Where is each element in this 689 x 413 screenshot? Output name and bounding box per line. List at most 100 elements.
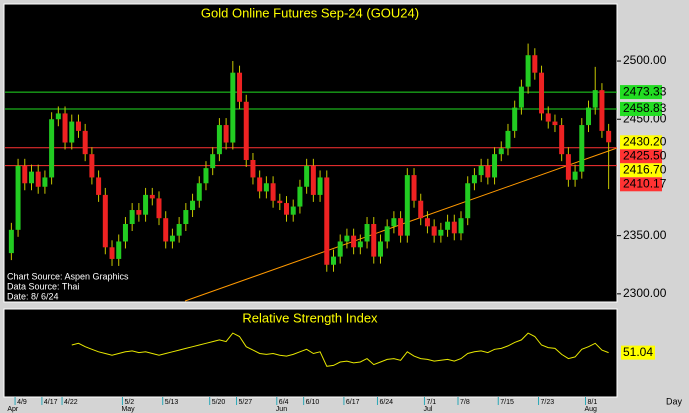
candle-body [190, 200, 196, 211]
candle-body [96, 177, 102, 195]
candle-body [545, 113, 551, 122]
candle-body [116, 241, 122, 259]
candle-body [129, 210, 135, 225]
candle-body [451, 221, 457, 234]
candle-body [518, 86, 524, 108]
x-tick-label: 7/23 [541, 399, 555, 406]
candle-body [512, 107, 518, 131]
candle-body [203, 168, 209, 184]
candle-body [15, 165, 21, 230]
candle-body [344, 235, 350, 242]
candle-body [377, 241, 383, 257]
candle-body [398, 218, 404, 236]
candle-body [250, 159, 256, 178]
candle-body [579, 125, 585, 172]
level-label: 2410.17 [623, 176, 667, 190]
candle-body [324, 177, 330, 265]
x-tick-label: 6/10 [306, 399, 320, 406]
rsi-title: Relative Strength Index [242, 310, 378, 325]
month-label: Jun [276, 406, 287, 413]
x-tick-label: 5/27 [239, 399, 253, 406]
candle-body [109, 247, 115, 259]
candle-body [243, 101, 249, 160]
x-tick-label: 5/2 [124, 399, 134, 406]
candle-body [290, 206, 296, 215]
candle-body [492, 154, 498, 178]
x-tick-label: 5/20 [212, 399, 226, 406]
candle-body [8, 229, 14, 254]
candle-body [183, 210, 189, 225]
source-note: Date: 8/ 6/24 [7, 291, 59, 301]
candle-body [277, 200, 283, 204]
x-tick-label: 6/24 [379, 399, 393, 406]
rsi-value-label: 51.04 [623, 345, 653, 359]
x-tick-label: 5/13 [165, 399, 179, 406]
candle-body [136, 210, 142, 215]
x-tick-label: 7/15 [500, 399, 514, 406]
candle-body [438, 229, 444, 236]
level-label: 2458.83 [623, 101, 667, 115]
candle-body [471, 175, 477, 184]
candle-body [230, 72, 236, 143]
level-label: 2473.33 [623, 84, 667, 98]
candle-body [485, 165, 491, 178]
candle-body [599, 90, 605, 131]
candle-body [418, 200, 424, 219]
candle-body [384, 226, 390, 242]
candle-body [35, 171, 41, 187]
candle-body [49, 119, 55, 178]
candle-body [525, 55, 531, 87]
candle-body [270, 183, 276, 201]
candle-body [22, 165, 28, 184]
candle-body [539, 72, 545, 114]
candle-body [364, 224, 370, 242]
level-label-box [620, 101, 662, 116]
candle-body [196, 183, 202, 201]
candle-body [391, 218, 397, 227]
candle-body [156, 198, 162, 219]
candle-body [102, 194, 108, 248]
x-tick-label: 7/8 [460, 399, 470, 406]
candle-body [337, 241, 343, 257]
candle-body [565, 154, 571, 180]
x-unit: Day [666, 396, 683, 406]
candle-body [424, 218, 430, 227]
candle-body [143, 194, 149, 215]
candle-body [216, 125, 222, 155]
candle-body [42, 177, 48, 187]
candle-body [606, 130, 612, 143]
candle-body [176, 224, 182, 236]
x-tick-label: 4/17 [44, 399, 58, 406]
candle-body [75, 121, 81, 131]
x-tick-label: 4/22 [64, 399, 78, 406]
month-label: Aug [585, 406, 598, 413]
candle-body [505, 130, 511, 149]
y-tick-label: 2300.00 [623, 286, 667, 300]
price-panel [3, 3, 618, 303]
chart-title: Gold Online Futures Sep-24 (GOU24) [201, 5, 419, 20]
candle-body [458, 218, 464, 234]
level-label-box [620, 177, 662, 192]
y-tick-label: 2500.00 [623, 53, 667, 67]
candle-body [404, 175, 410, 236]
candle-body [330, 256, 336, 265]
candle-body [263, 183, 269, 192]
candle-body [498, 148, 504, 155]
candle-body [304, 165, 310, 187]
level-label-box [620, 85, 662, 100]
candle-body [317, 177, 323, 195]
candle-body [82, 130, 88, 155]
rsi-line [71, 332, 609, 367]
rsi-panel [3, 308, 618, 398]
x-tick-label: 7/1 [426, 399, 436, 406]
candle-body [62, 113, 68, 143]
candle-body [592, 90, 598, 108]
candle-body [223, 125, 229, 143]
month-label: Jul [423, 406, 432, 413]
level-label-box [620, 163, 662, 178]
level-label: 2430.20 [623, 134, 667, 148]
candle-body [210, 154, 216, 169]
candle-body [149, 194, 155, 199]
candle-body [431, 226, 437, 236]
